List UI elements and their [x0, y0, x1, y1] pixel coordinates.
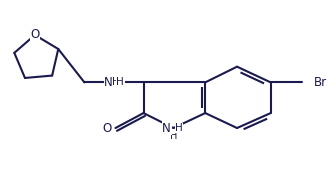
Text: H: H — [170, 131, 177, 141]
Text: O: O — [103, 121, 112, 134]
Text: O: O — [30, 29, 39, 42]
Text: N: N — [104, 76, 113, 89]
Text: H: H — [112, 77, 119, 87]
Text: N: N — [162, 121, 171, 134]
Text: Br: Br — [314, 76, 327, 89]
Text: H: H — [175, 123, 183, 133]
Text: H: H — [117, 77, 124, 87]
